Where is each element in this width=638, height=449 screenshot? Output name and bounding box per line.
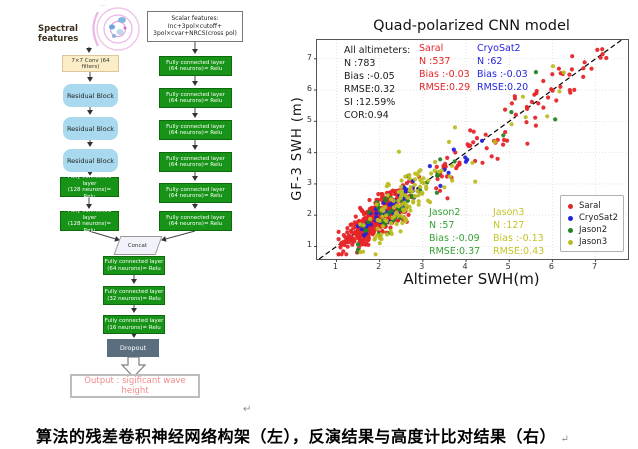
figure-caption: 算法的残差卷积神经网络构架（左），反演结果与高度计比对结果（右） ↵ (36, 423, 616, 447)
x-tick-label: 6 (548, 262, 554, 271)
y-tick-label: 6 (306, 84, 312, 94)
return-mark: ↵ (243, 404, 252, 415)
fc64-right-box-2: Fully connected layer (64 neurons)= Relu (159, 88, 232, 108)
fc16-box: Fully connected layer (16 neurons)= Relu (103, 315, 165, 334)
x-axis-label: Altimeter SWH(m) (403, 270, 540, 288)
legend-label: CryoSat2 (579, 213, 619, 223)
legend-marker-icon (568, 215, 573, 221)
plot-area: Saral CryoSat2 Jason2 Jason3 All altimeters… (314, 39, 629, 262)
svg-text:····: ···· (100, 3, 105, 8)
fc64-right-box-6: Fully connected layer (64 neurons)= Relu (159, 211, 232, 231)
concat-box: Concat (113, 236, 163, 255)
conv-layer-box: 7×7 Conv (64 filters) (62, 55, 119, 72)
fc64-right-box-3: Fully connected layer (64 neurons)= Relu (159, 120, 232, 140)
caption-text: 算法的残差卷积神经网络构架（左），反演结果与高度计比对结果（右） (36, 429, 557, 446)
scatter-points (336, 47, 609, 257)
fc128-box-1: Fully connected layer (128 neurons)= Rel… (60, 174, 119, 200)
return-mark: ↵ (560, 434, 570, 445)
x-tick-label: 3 (419, 262, 425, 271)
stats-block-all: All altimeters: N :783 Bias :-0.05 RMSE:… (344, 45, 411, 121)
x-tick-label: 5 (505, 262, 511, 271)
legend-entry: Jason2 (568, 224, 623, 236)
spectral-polar-thumbnail-icon: ···· (92, 3, 140, 51)
stats-block-jason2: Jason2 N :57 Bias :-0.09 RMSE:0.37 (429, 207, 481, 257)
scatter-canvas (314, 39, 628, 262)
y-tick-label: 2 (306, 209, 312, 219)
residual-block-1: Residual Block (63, 84, 118, 107)
y-tick-label: 3 (306, 177, 312, 187)
stats-block-saral: Saral N :537 Bias :-0.03 RMSE:0.29 (419, 43, 471, 93)
x-tick-label: 4 (462, 262, 468, 271)
fc64-right-box-4: Fully connected layer (64 neurons)= Relu (159, 152, 232, 172)
swh-scatter-chart: Quad-polarized CNN model Saral CryoSat2 Ja… (290, 8, 638, 294)
output-box: Output : sigificant wave height (70, 374, 200, 398)
legend-marker-icon (568, 203, 573, 209)
spectral-features-label: Spectral features (38, 24, 79, 44)
chart-title: Quad-polarized CNN model (373, 18, 570, 34)
fc64-right-box-1: Fully connected layer (64 neurons)= Relu (159, 56, 232, 76)
legend-marker-icon (568, 227, 573, 233)
stats-block-jason3: Jason3 N :127 Bias :-0.13 RMSE:0.43 (493, 207, 545, 257)
legend-entry: CryoSat2 (568, 212, 623, 224)
scalar-features-box: Scalar features: Inc+3pol×cutoff+ 3pol×c… (147, 11, 243, 42)
dropout-box: Dropout (107, 339, 159, 357)
legend-marker-icon (568, 239, 573, 245)
fc128-box-2: Fully connected layer (128 neurons)= Rel… (60, 208, 119, 234)
residual-block-2: Residual Block (63, 117, 118, 140)
y-tick-label: 4 (306, 146, 312, 156)
residual-block-3: Residual Block (63, 149, 118, 172)
x-tick-label: 7 (592, 262, 598, 271)
legend-label: Jason3 (579, 237, 608, 247)
chart-legend: Saral CryoSat2 Jason2 Jason3 (560, 195, 624, 252)
legend-label: Jason2 (579, 225, 608, 235)
x-tick-label: 1 (332, 262, 338, 271)
y-tick-label: 5 (306, 115, 312, 125)
stats-block-cryosat2: CryoSat2 N :62 Bias :-0.03 RMSE:0.20 (477, 43, 529, 93)
fc64-merged-box: Fully connected layer (64 neurons)= Relu (103, 256, 165, 275)
legend-entry: Saral (568, 200, 623, 212)
y-tick-label: 7 (306, 52, 312, 62)
legend-entry: Jason3 (568, 236, 623, 248)
y-tick-label: 1 (306, 240, 312, 250)
fc64-right-box-5: Fully connected layer (64 neurons)= Relu (159, 183, 232, 203)
fc32-box: Fully connected layer (32 neurons)= Relu (103, 286, 165, 305)
legend-label: Saral (579, 201, 601, 211)
x-tick-label: 2 (376, 262, 382, 271)
